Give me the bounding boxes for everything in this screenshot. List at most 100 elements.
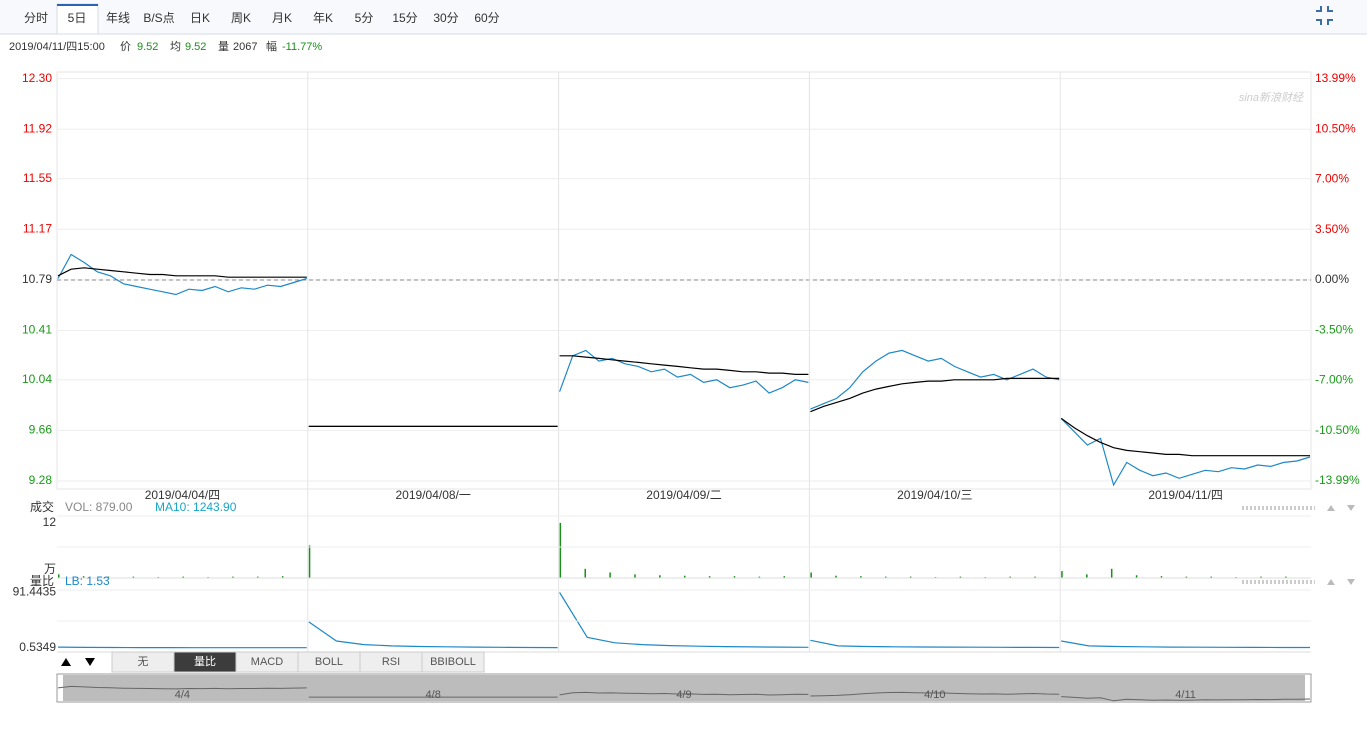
volume-bar [835, 575, 837, 578]
tab[interactable]: 5日 [68, 11, 87, 25]
volume-bar [1160, 576, 1163, 578]
volume-bar [232, 576, 234, 578]
tab-active-bg [56, 3, 99, 35]
x-tick-label: 2019/04/10/三 [897, 488, 972, 502]
y2-tick-label: 7.00% [1315, 172, 1349, 186]
nav-label: 4/9 [676, 689, 691, 701]
y-tick-label: 0.5349 [19, 640, 56, 654]
nav-label: 4/11 [1175, 689, 1196, 701]
lb-line [1061, 640, 1310, 649]
panel-title: 量比 [30, 574, 54, 588]
panel-arrow[interactable] [1327, 579, 1355, 585]
lb-line [308, 621, 558, 649]
avg-line [57, 267, 307, 278]
volume-bar [1135, 575, 1138, 578]
volume-bar [885, 576, 887, 578]
y-tick-label: 10.41 [22, 323, 52, 337]
price-line [57, 253, 307, 296]
x-tick-label: 2019/04/11/四 [1148, 488, 1223, 502]
volume-bar [1285, 576, 1287, 578]
info-value: 2067 [233, 41, 257, 53]
info-datetime: 2019/04/11/四15:00 [9, 41, 105, 53]
price-line [559, 349, 809, 394]
tab[interactable]: B/S点 [143, 11, 174, 25]
volume-bar [58, 574, 60, 578]
indicator-label[interactable]: BBIBOLL [430, 656, 476, 668]
info-label: 量 [218, 40, 229, 53]
y2-tick-label: 3.50% [1315, 222, 1349, 236]
nav-label: 4/8 [426, 689, 441, 701]
info-value: 9.52 [137, 41, 158, 53]
tab[interactable]: 月K [272, 11, 292, 25]
avg-line [559, 355, 809, 375]
arrow-up[interactable] [61, 658, 71, 666]
info-value: -11.77% [282, 41, 322, 53]
volume-bar [708, 576, 711, 578]
volume-bar [584, 568, 586, 578]
navigator-line [810, 691, 1060, 697]
volume-bar [1009, 576, 1011, 578]
indicator-label[interactable]: BOLL [315, 656, 343, 668]
tab[interactable]: 60分 [474, 11, 499, 25]
volume-bar [684, 575, 686, 578]
volume-bar [860, 576, 862, 578]
tab[interactable]: 5分 [355, 11, 374, 25]
avg-line [1060, 417, 1310, 457]
panel-title: 成交 [30, 499, 54, 514]
info-value: 9.52 [185, 41, 206, 53]
volume-bar [1086, 574, 1088, 578]
indicator-label[interactable]: RSI [382, 656, 400, 668]
volume-bar [810, 572, 812, 578]
panel-arrow[interactable] [1327, 505, 1355, 511]
unit-label: 万 [44, 562, 56, 576]
y2-tick-label: -7.00% [1315, 373, 1353, 387]
volume-bar [132, 576, 135, 578]
volume-bar [634, 574, 636, 578]
tab[interactable]: 年K [313, 11, 333, 25]
volume-bar [1110, 568, 1113, 578]
indicator-label[interactable]: 无 [138, 656, 149, 668]
lb-line [810, 639, 1060, 649]
y2-tick-label: 0.00% [1315, 272, 1349, 286]
tab[interactable]: 分时 [24, 11, 48, 25]
volume-bar [257, 576, 259, 578]
tab[interactable]: 日K [190, 11, 210, 25]
price-line [1060, 417, 1311, 487]
indicator-button[interactable] [421, 651, 485, 673]
volume-bar [1185, 576, 1188, 578]
indicator-label[interactable]: 量比 [194, 655, 216, 668]
y-tick-label: 11.92 [23, 121, 52, 135]
x-tick-label: 2019/04/04/四 [145, 488, 220, 502]
volume-bar [659, 575, 661, 578]
volume-bar [308, 545, 311, 578]
volume-bar [182, 576, 184, 578]
x-tick-label: 2019/04/09/二 [646, 488, 721, 502]
volume-bar [909, 576, 912, 578]
arrow-down[interactable] [85, 658, 95, 666]
y-tick-label: 10.79 [22, 272, 52, 286]
y-tick-label: 11.17 [23, 221, 52, 235]
y-tick-label: 91.4435 [13, 584, 57, 598]
plot-border [56, 71, 1312, 490]
y2-tick-label: 13.99% [1315, 71, 1356, 85]
tab[interactable]: 周K [231, 11, 251, 25]
avg-line [810, 377, 1060, 413]
panel-value: VOL: 879.00 [65, 500, 133, 514]
lb-line [57, 646, 307, 649]
watermark: sina新浪财经 [1239, 91, 1304, 104]
tab[interactable]: 30分 [433, 11, 458, 25]
indicator-label[interactable]: MACD [251, 656, 283, 668]
info-label: 均 [170, 40, 181, 53]
y2-tick-label: 10.50% [1315, 121, 1356, 135]
volume-bar [107, 576, 110, 578]
volume-bar [733, 576, 736, 578]
tab[interactable]: 15分 [392, 11, 417, 25]
navigator-line [1061, 696, 1311, 702]
y-tick-label: 11.55 [23, 171, 52, 185]
expand-icon[interactable] [1316, 6, 1333, 25]
tab[interactable]: 年线 [106, 11, 130, 25]
y-tick-label: 10.04 [22, 372, 52, 386]
info-label: 价 [120, 40, 131, 53]
panel-value: MA10: 1243.90 [155, 500, 237, 514]
